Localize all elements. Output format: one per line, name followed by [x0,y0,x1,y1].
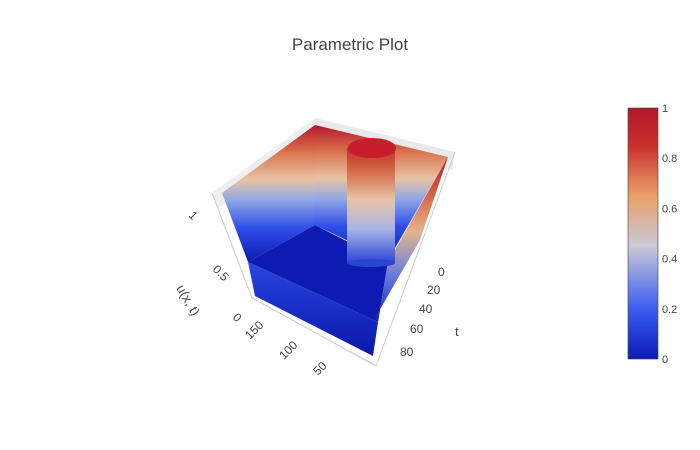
colorbar-tick-label: 0.2 [662,304,677,316]
colorbar-tick-label: 0 [662,354,668,366]
colorbar-tick-label: 1 [662,103,668,115]
y-tick-label: 0 [438,265,445,279]
colorbar-ticks: 0 0.2 0.4 0.6 0.8 1 [662,103,677,366]
y-tick-label: 80 [400,345,414,359]
surface-right-wall [375,157,448,322]
surface-pillar-base [347,259,395,267]
surface-pillar-body [347,148,395,263]
y-tick-label: 60 [410,322,424,336]
y-tick-label: 20 [427,283,441,297]
z-axis-line [211,192,253,299]
x-tick-label: 50 [310,359,330,379]
colorbar: 0 0.2 0.4 0.6 0.8 1 [627,103,677,366]
chart-title: Parametric Plot [292,35,408,54]
surface-front-wall [248,262,378,356]
surface-pillar-top [348,138,396,158]
z-tick-label: 0.5 [210,262,232,284]
x-tick-label: 150 [242,318,266,342]
x-axis-line [251,297,377,367]
y-axis-label: t [455,324,459,339]
colorbar-tick-label: 0.4 [662,254,677,266]
y-tick-label: 40 [419,302,433,316]
colorbar-gradient [627,107,659,360]
scene-3d[interactable]: 1 0.5 0 u(x, t) 150 100 50 0 20 40 60 80… [173,118,459,378]
z-tick-label: 1 [186,208,201,223]
x-tick-label: 100 [276,338,300,362]
colorbar-tick-label: 0.6 [662,203,677,215]
surface-back-left-wall [222,125,315,262]
z-tick-label: 0 [230,310,245,325]
colorbar-tick-label: 0.8 [662,153,677,165]
y-axis-line [375,151,456,367]
z-axis-label: u(x, t) [173,282,203,318]
